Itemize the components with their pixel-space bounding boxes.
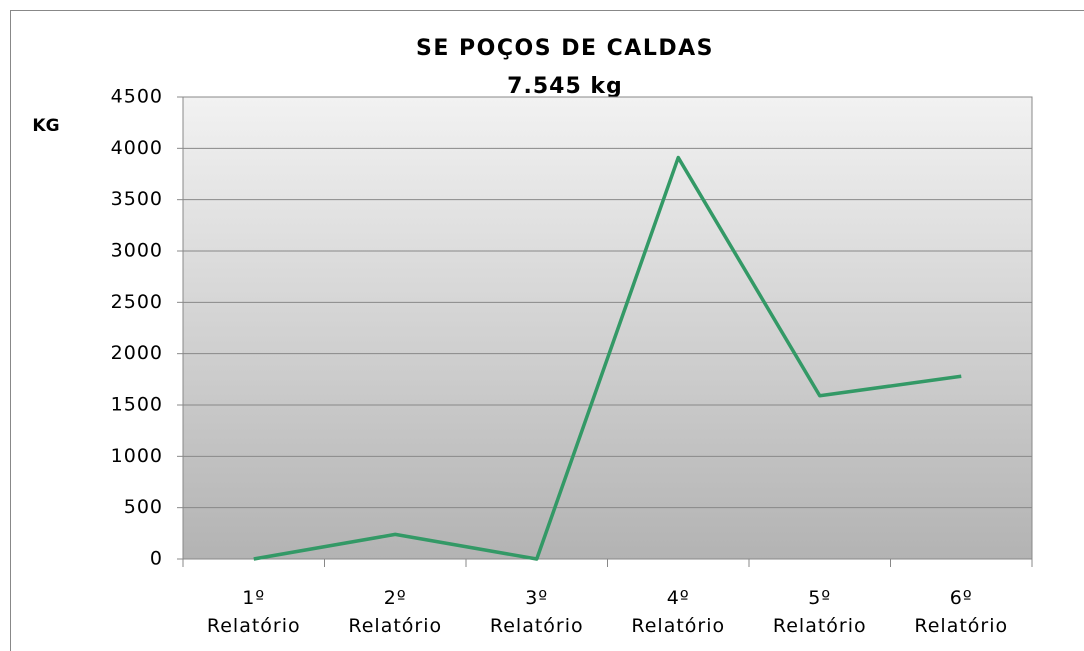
chart-title: SE POÇOS DE CALDAS <box>416 36 714 61</box>
x-tick-label: 5º Relatório <box>772 587 867 637</box>
y-tick-label: 2000 <box>111 342 163 364</box>
plot-area <box>182 96 1033 560</box>
y-tick-label: 1500 <box>111 394 163 416</box>
y-tick-label: 4500 <box>111 86 163 108</box>
y-tick-label: 3500 <box>111 188 163 210</box>
y-tick-label: 2500 <box>111 291 163 313</box>
data-line <box>253 155 962 561</box>
y-tick-label: 1000 <box>111 445 163 467</box>
y-tick-label: 500 <box>124 496 163 518</box>
y-axis-label: KG <box>32 116 59 136</box>
x-tick-label: 3º Relatório <box>489 587 584 637</box>
x-tick-label: 6º Relatório <box>914 587 1009 637</box>
y-tick-label: 4000 <box>111 137 163 159</box>
x-tick-label: 1º Relatório <box>206 587 301 637</box>
y-tick-label: 3000 <box>111 240 163 262</box>
x-tick-label: 4º Relatório <box>631 587 726 637</box>
chart-subtitle: 7.545 kg <box>507 74 623 99</box>
x-tick-label: 2º Relatório <box>348 587 443 637</box>
y-tick-label: 0 <box>150 548 163 570</box>
